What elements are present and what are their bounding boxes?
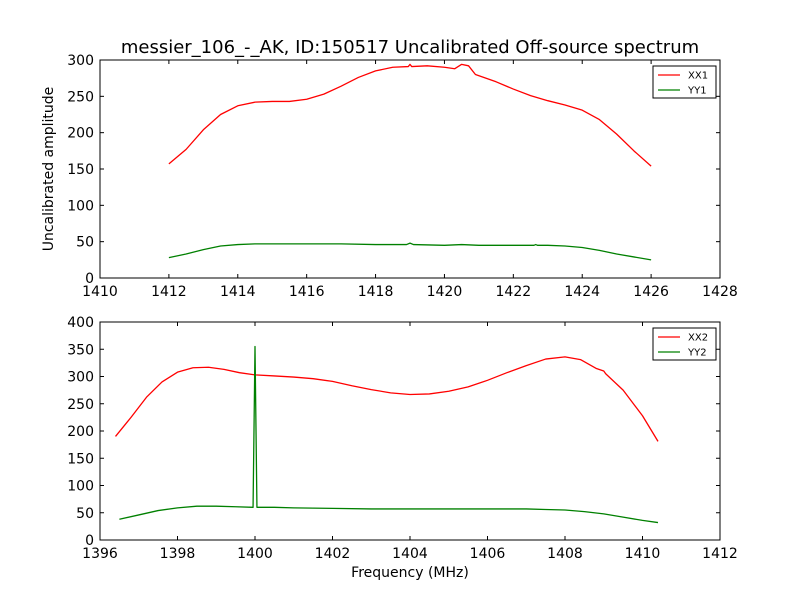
series-line-xx2 bbox=[114, 356, 659, 442]
x-tick-label: 1424 bbox=[564, 284, 600, 300]
y-tick-label: 250 bbox=[67, 89, 94, 105]
x-tick-label: 1398 bbox=[160, 546, 196, 562]
x-tick-label: 1414 bbox=[220, 284, 256, 300]
y-tick-label: 300 bbox=[67, 370, 94, 386]
y-tick-label: 200 bbox=[67, 424, 94, 440]
y-tick-label: 0 bbox=[85, 271, 94, 287]
figure-title: messier_106_-_AK, ID:150517 Uncalibrated… bbox=[121, 37, 699, 58]
y-tick-label: 0 bbox=[85, 533, 94, 549]
x-tick-label: 1410 bbox=[82, 284, 118, 300]
x-axis-label: Frequency (MHz) bbox=[351, 565, 469, 581]
y-tick-label: 300 bbox=[67, 53, 94, 69]
legend-label-yy1: YY1 bbox=[687, 86, 707, 97]
x-tick-label: 1408 bbox=[547, 546, 583, 562]
x-tick-label: 1406 bbox=[470, 546, 506, 562]
plot-area bbox=[100, 60, 720, 278]
y-tick-label: 250 bbox=[67, 397, 94, 413]
series-line-xx1 bbox=[168, 63, 652, 167]
legend-box bbox=[652, 327, 717, 361]
legend-label-xx2: XX2 bbox=[688, 333, 708, 344]
x-tick-label: 1410 bbox=[625, 546, 661, 562]
plot-frame bbox=[99, 321, 721, 541]
x-tick-label: 1404 bbox=[392, 546, 428, 562]
x-tick-label: 1412 bbox=[702, 546, 738, 562]
legend-label-yy2: YY2 bbox=[687, 348, 707, 359]
y-tick-label: 350 bbox=[67, 342, 94, 358]
y-tick-label: 150 bbox=[67, 451, 94, 467]
x-tick-label: 1396 bbox=[82, 546, 118, 562]
y-tick-label: 200 bbox=[67, 126, 94, 142]
series-line-yy1 bbox=[168, 242, 652, 261]
x-tick-label: 1416 bbox=[289, 284, 325, 300]
chart-panel-bottom: 1396 1398 1400 1402 1404 1406 1408 1410 1412 0 50 1… bbox=[67, 315, 738, 581]
y-tick-label: 400 bbox=[67, 315, 94, 331]
x-tick-label: 1428 bbox=[702, 284, 738, 300]
x-tick-label: 1418 bbox=[358, 284, 394, 300]
y-tick-label: 150 bbox=[67, 162, 94, 178]
legend-label-xx1: XX1 bbox=[688, 71, 708, 82]
x-tick-label: 1412 bbox=[151, 284, 187, 300]
y-tick-label: 50 bbox=[76, 235, 94, 251]
y-tick-label: 100 bbox=[67, 479, 94, 495]
x-tick-label: 1400 bbox=[237, 546, 273, 562]
plot-area bbox=[100, 322, 720, 540]
y-tick-label: 50 bbox=[76, 506, 94, 522]
y-tick-label: 100 bbox=[67, 198, 94, 214]
series-line-yy2 bbox=[119, 345, 659, 524]
plot-frame bbox=[99, 59, 721, 279]
legend-box bbox=[652, 65, 717, 99]
x-tick-label: 1402 bbox=[315, 546, 351, 562]
x-tick-label: 1426 bbox=[633, 284, 669, 300]
chart-panel-top: 1410 1412 1414 1416 1418 1420 1422 1424 1426 1428… bbox=[41, 53, 738, 300]
x-tick-label: 1420 bbox=[427, 284, 463, 300]
x-tick-label: 1422 bbox=[496, 284, 532, 300]
y-axis-label: Uncalibrated amplitude bbox=[41, 87, 57, 252]
